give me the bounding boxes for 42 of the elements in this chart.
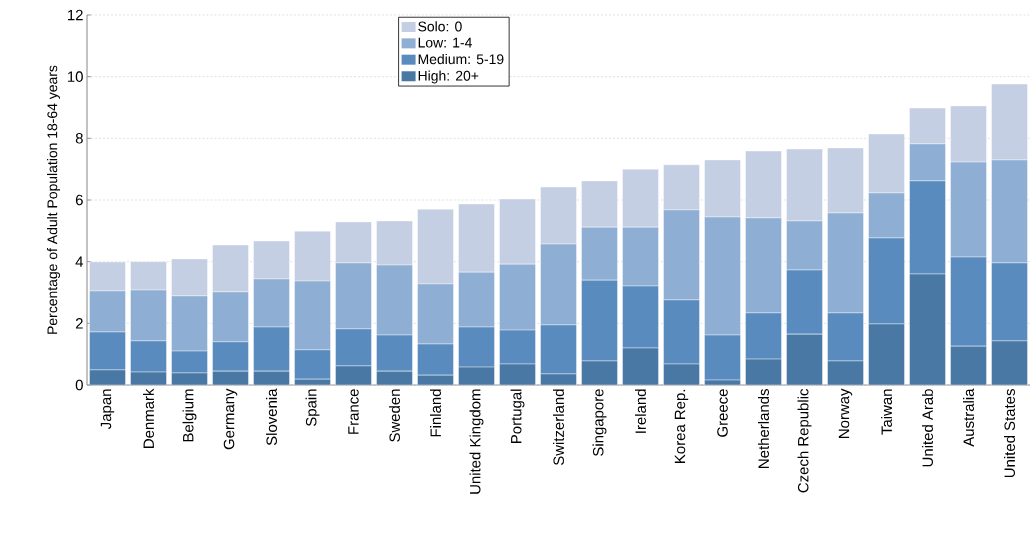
x-tick-label: Czech Republic: [797, 388, 812, 493]
bar: [868, 323, 905, 385]
y-tick-label: 12: [68, 9, 83, 21]
x-tick-label: Slovenia: [266, 388, 277, 446]
x-tick-label: Ireland: [635, 389, 646, 433]
x-tick-label: United Kingdom: [469, 389, 484, 494]
bar: [950, 345, 987, 385]
y-tick-label: 0: [75, 379, 83, 391]
legend-label: Medium: 5-19: [418, 53, 504, 65]
y-tick-label: 8: [75, 133, 83, 144]
x-tick-label: Finland: [430, 389, 441, 437]
x-tick-label: Taiwan: [881, 389, 892, 435]
x-tick-label: Portugal: [510, 389, 525, 443]
y-tick-label: 2: [75, 318, 83, 329]
x-tick-label: Denmark: [143, 388, 154, 448]
x-tick-label: United Arab: [922, 389, 933, 467]
x-tick-label: Germany: [223, 388, 238, 450]
x-tick-label: Netherlands: [758, 389, 769, 468]
y-tick-label: 4: [75, 256, 84, 267]
x-tick-label: Korea Rep.: [674, 389, 689, 463]
x-tick-label: Greece: [717, 389, 728, 437]
x-tick-label: Singapore: [592, 389, 607, 456]
bar: [786, 333, 823, 385]
x-tick-label: Belgium: [182, 389, 197, 442]
bar: [745, 358, 782, 385]
x-tick-label: Spain: [305, 389, 320, 427]
x-tick-label: United States: [1004, 389, 1015, 478]
y-tick-label: 6: [75, 194, 83, 206]
x-tick-label: Switzerland: [553, 389, 564, 466]
legend-label: Low: 1-4: [418, 37, 472, 48]
x-tick-label: Norway: [838, 388, 853, 438]
x-tick-label: Australia: [963, 388, 974, 447]
legend-label: High: 20+: [418, 70, 479, 84]
x-tick-label: Sweden: [389, 389, 400, 442]
bar: [909, 273, 946, 385]
x-tick-label: Japan: [100, 389, 115, 429]
y-axis-title: Percentage of Adult Population 18-64 years: [47, 65, 61, 334]
legend-label: Solo: 0: [418, 21, 462, 32]
y-tick-label: 10: [68, 71, 83, 82]
bar: [622, 347, 659, 385]
bar: [991, 340, 1028, 385]
x-tick-label: France: [348, 389, 359, 434]
